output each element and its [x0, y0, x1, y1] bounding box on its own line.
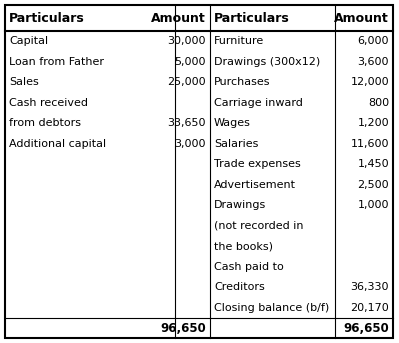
Text: Purchases: Purchases — [214, 77, 271, 87]
Text: 12,000: 12,000 — [350, 77, 389, 87]
Text: 2,500: 2,500 — [358, 180, 389, 190]
Text: 1,450: 1,450 — [358, 159, 389, 169]
Text: Drawings: Drawings — [214, 200, 266, 210]
Text: 3,000: 3,000 — [174, 139, 206, 149]
Text: Salaries: Salaries — [214, 139, 259, 149]
Text: 20,170: 20,170 — [350, 303, 389, 313]
Text: 96,650: 96,650 — [160, 321, 206, 334]
Text: Amount: Amount — [334, 12, 389, 24]
Text: 30,000: 30,000 — [168, 36, 206, 46]
Text: 1,000: 1,000 — [358, 200, 389, 210]
Text: Advertisement: Advertisement — [214, 180, 296, 190]
Text: from debtors: from debtors — [9, 118, 81, 128]
Text: Sales: Sales — [9, 77, 39, 87]
Text: 33,650: 33,650 — [168, 118, 206, 128]
Text: 3,600: 3,600 — [358, 57, 389, 67]
Text: Capital: Capital — [9, 36, 48, 46]
Text: Amount: Amount — [151, 12, 206, 24]
Text: Creditors: Creditors — [214, 282, 265, 292]
Text: the books): the books) — [214, 241, 273, 251]
Text: 1,200: 1,200 — [358, 118, 389, 128]
Text: Particulars: Particulars — [214, 12, 290, 24]
Text: Wages: Wages — [214, 118, 251, 128]
Text: (not recorded in: (not recorded in — [214, 221, 304, 231]
Text: 800: 800 — [368, 98, 389, 108]
Text: 36,330: 36,330 — [350, 282, 389, 292]
Text: 5,000: 5,000 — [174, 57, 206, 67]
Text: Cash received: Cash received — [9, 98, 88, 108]
Text: 96,650: 96,650 — [343, 321, 389, 334]
Text: Carriage inward: Carriage inward — [214, 98, 303, 108]
Text: Cash paid to: Cash paid to — [214, 262, 284, 272]
Text: Loan from Father: Loan from Father — [9, 57, 104, 67]
Text: Furniture: Furniture — [214, 36, 264, 46]
Text: Particulars: Particulars — [9, 12, 85, 24]
Text: 25,000: 25,000 — [167, 77, 206, 87]
Text: 11,600: 11,600 — [350, 139, 389, 149]
Text: 6,000: 6,000 — [358, 36, 389, 46]
Text: Additional capital: Additional capital — [9, 139, 106, 149]
Text: Trade expenses: Trade expenses — [214, 159, 301, 169]
Text: Drawings (300x12): Drawings (300x12) — [214, 57, 320, 67]
Text: Closing balance (b/f): Closing balance (b/f) — [214, 303, 329, 313]
